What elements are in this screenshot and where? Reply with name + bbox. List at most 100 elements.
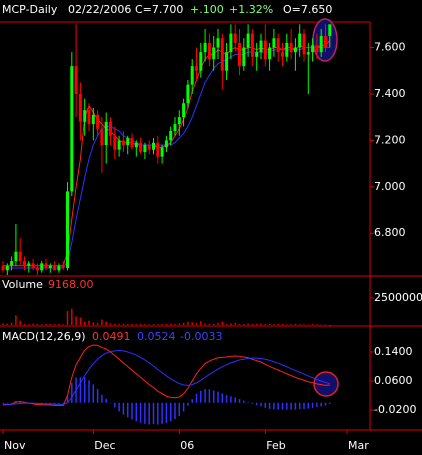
volume-bar — [230, 323, 232, 325]
candle-body — [323, 35, 327, 48]
volume-bar — [208, 323, 211, 325]
macd-title: MACD(12,26,9) — [2, 330, 86, 343]
histogram-bar — [2, 402, 4, 404]
histogram-bar — [200, 390, 202, 403]
histogram-bar — [217, 391, 219, 403]
volume-bar — [131, 323, 133, 325]
volume-bar — [303, 324, 305, 325]
volume-bar — [6, 323, 9, 325]
volume-bar — [298, 324, 301, 325]
candle-body — [164, 140, 168, 148]
volume-bar — [290, 324, 292, 325]
candle-body — [199, 52, 203, 71]
macd-line — [3, 350, 330, 406]
histogram-bar — [49, 402, 52, 404]
candle-body — [302, 33, 306, 55]
histogram-bar — [307, 402, 310, 409]
volume-bar — [225, 323, 228, 325]
x-tick-label: 06 — [180, 439, 194, 452]
change-pct-readout: +1.32% — [229, 3, 273, 16]
candle-body — [272, 38, 276, 48]
candle-body — [186, 84, 190, 104]
histogram-bar — [157, 402, 159, 425]
candle-body — [74, 66, 78, 94]
histogram-bar — [165, 402, 168, 424]
volume-bar — [217, 322, 219, 325]
candle-body — [173, 124, 177, 132]
volume-bar — [101, 319, 103, 325]
volume-bar — [71, 308, 73, 325]
candle-body — [70, 66, 74, 192]
volume-bar — [247, 323, 249, 325]
volume-bar — [109, 323, 112, 325]
candle-body — [169, 131, 173, 141]
histogram-bar — [264, 402, 267, 408]
histogram-bar — [316, 402, 318, 408]
volume-bar — [286, 324, 288, 325]
volume-bar — [324, 324, 327, 326]
histogram-bar — [101, 394, 103, 403]
candle-body — [216, 38, 220, 48]
candle-body — [319, 35, 323, 53]
histogram-bar — [182, 402, 185, 412]
volume-bar — [195, 322, 198, 325]
candle-body — [40, 263, 44, 271]
volume-bar — [148, 324, 150, 325]
histogram-bar — [118, 402, 120, 412]
candle-body — [96, 114, 100, 129]
candle-body — [285, 42, 289, 57]
volume-bar — [53, 324, 56, 325]
volume-bar — [36, 324, 39, 325]
histogram-bar — [286, 402, 288, 410]
volume-bar — [19, 320, 21, 325]
histogram-bar — [45, 402, 47, 404]
candle-body — [195, 66, 199, 71]
volume-bar — [255, 324, 258, 325]
histogram-bar — [83, 377, 86, 403]
candle-body — [246, 33, 250, 48]
candle-body — [293, 47, 297, 53]
histogram-bar — [298, 402, 301, 410]
candle-body — [48, 265, 52, 269]
moving-average — [3, 40, 331, 267]
histogram-bar — [234, 397, 236, 403]
candle-body — [289, 42, 293, 53]
volume-bar — [144, 324, 146, 325]
volume-bar — [264, 323, 267, 325]
histogram-bar — [6, 402, 9, 404]
volume-bar — [152, 324, 155, 325]
candle-body — [57, 265, 61, 271]
candle-body — [238, 42, 242, 67]
histogram-bar — [135, 402, 138, 422]
volume-bar — [105, 321, 107, 325]
candle-body — [66, 191, 70, 269]
candle-body — [255, 52, 259, 57]
volume-bar — [243, 324, 245, 325]
histogram-bar — [96, 388, 99, 403]
candle-body — [276, 38, 280, 53]
histogram-bar — [79, 377, 82, 403]
histogram-bar — [58, 402, 60, 404]
volume-bar — [32, 323, 34, 325]
candle-body — [233, 33, 237, 43]
x-tick-label: Dec — [94, 439, 115, 452]
volume-bar — [169, 323, 172, 325]
histogram-bar — [324, 402, 327, 406]
volume-bar — [135, 324, 138, 325]
candle-body — [328, 24, 332, 36]
candle-body — [78, 93, 82, 122]
candle-body — [147, 145, 151, 150]
histogram-bar — [281, 402, 284, 410]
volume-bar — [320, 324, 322, 325]
candle-body — [315, 45, 319, 53]
y-tick-label: 0.0600 — [374, 374, 413, 387]
volume-bar — [281, 324, 284, 325]
candle-body — [104, 121, 108, 146]
macd-line — [2, 344, 330, 406]
histogram-bar — [169, 402, 172, 422]
histogram-bar — [208, 389, 211, 403]
y-tick-label: -0.0200 — [374, 403, 416, 416]
histogram-bar — [105, 398, 107, 403]
volume-readout: 9168.00 — [48, 278, 94, 291]
